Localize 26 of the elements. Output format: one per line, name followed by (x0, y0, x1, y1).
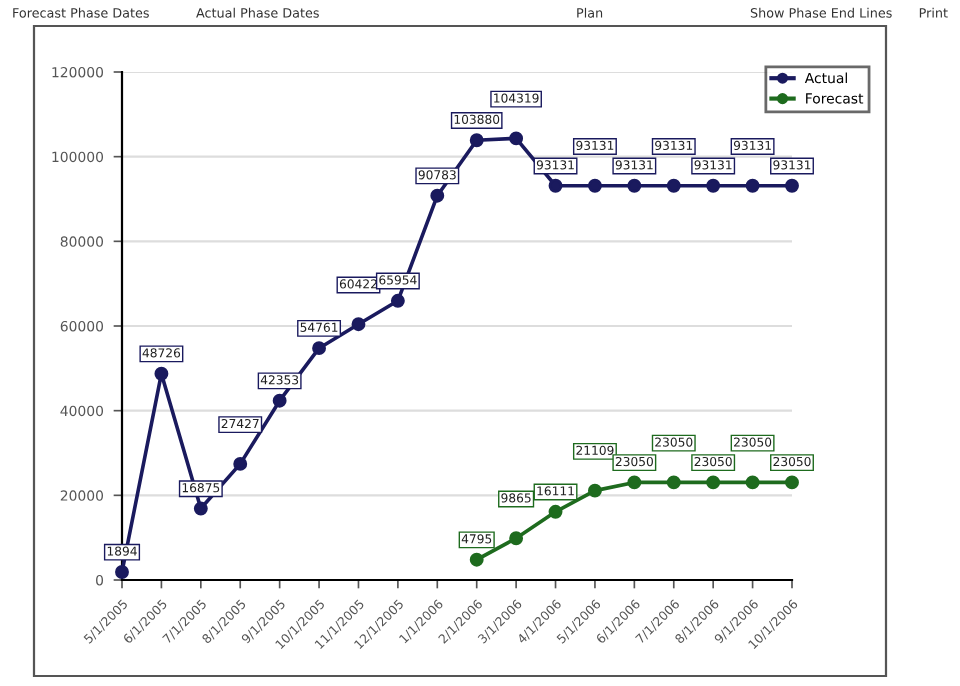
point (430, 188, 445, 203)
point (469, 133, 484, 148)
point (233, 456, 248, 471)
point (785, 178, 799, 193)
point (745, 178, 760, 193)
point (548, 504, 563, 519)
point (272, 393, 287, 408)
point (745, 475, 760, 490)
point (509, 531, 524, 546)
point (154, 366, 169, 381)
point (351, 317, 366, 332)
point (588, 178, 602, 193)
point (666, 178, 681, 193)
point (312, 341, 326, 356)
point (469, 552, 484, 567)
point (193, 501, 208, 516)
point (588, 483, 602, 498)
point (785, 475, 799, 490)
point (548, 178, 563, 193)
point (627, 475, 642, 490)
point (706, 178, 721, 193)
point (666, 475, 681, 490)
point (509, 131, 524, 146)
point (706, 475, 721, 490)
point (627, 178, 642, 193)
point (390, 293, 405, 308)
